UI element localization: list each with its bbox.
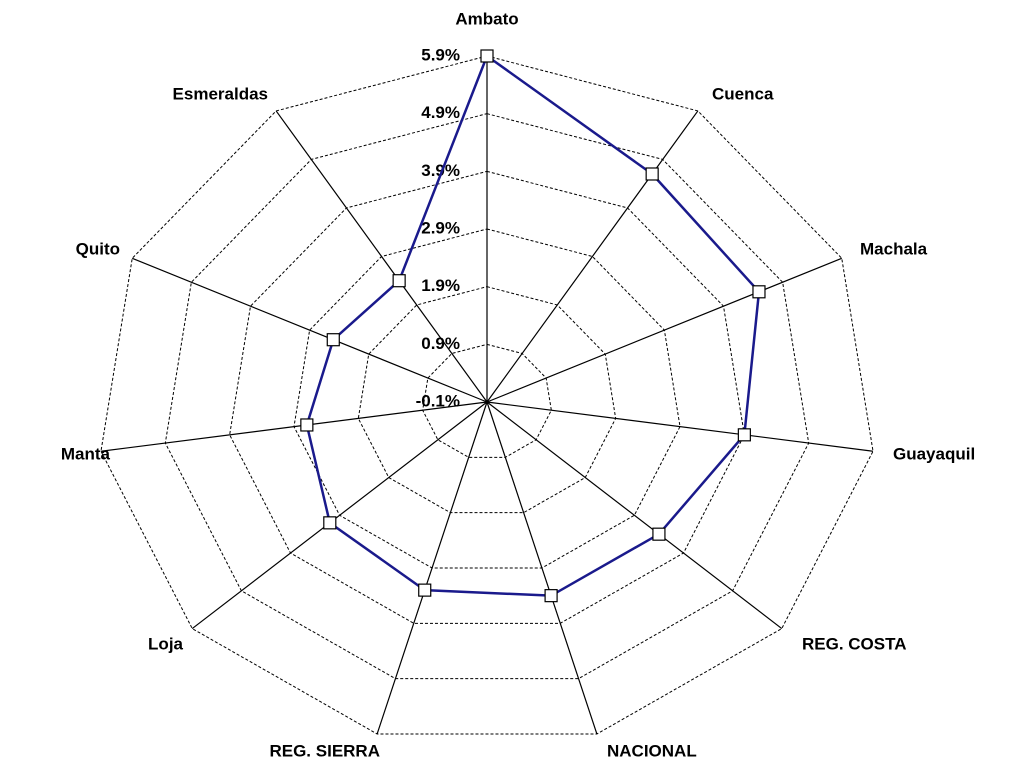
data-marker bbox=[645, 167, 659, 181]
tick-label: 1.9% bbox=[421, 276, 460, 295]
axis-line bbox=[486, 401, 874, 452]
tick-label: 3.9% bbox=[421, 161, 460, 180]
data-marker bbox=[323, 516, 337, 530]
series-line bbox=[305, 54, 761, 597]
data-marker bbox=[652, 527, 666, 541]
category-label: Guayaquil bbox=[893, 444, 975, 463]
grid-ring bbox=[164, 113, 810, 680]
category-label: Esmeraldas bbox=[173, 84, 268, 103]
axis-line bbox=[486, 401, 598, 735]
tick-label: 5.9% bbox=[421, 45, 460, 64]
category-label: Quito bbox=[76, 239, 120, 258]
grid-ring bbox=[293, 228, 681, 569]
category-label: REG. SIERRA bbox=[269, 741, 380, 760]
category-label: Ambato bbox=[455, 9, 518, 28]
grid-ring bbox=[422, 343, 552, 458]
axis-line bbox=[486, 257, 842, 403]
axis-line bbox=[275, 110, 488, 403]
grid-ring bbox=[100, 55, 874, 735]
tick-label: 0.9% bbox=[421, 334, 460, 353]
axis-line bbox=[100, 401, 488, 452]
data-marker bbox=[300, 418, 314, 432]
grid-ring bbox=[357, 286, 617, 514]
axis-line bbox=[486, 401, 783, 630]
grid-ring bbox=[229, 170, 745, 624]
data-marker bbox=[326, 333, 340, 347]
category-label: Loja bbox=[148, 634, 183, 653]
data-marker bbox=[544, 589, 558, 603]
data-marker bbox=[392, 274, 406, 288]
category-label: Cuenca bbox=[712, 84, 774, 103]
category-label: Manta bbox=[61, 444, 111, 463]
data-marker bbox=[418, 583, 432, 597]
category-label: Machala bbox=[860, 239, 928, 258]
data-marker bbox=[752, 285, 766, 299]
tick-label: -0.1% bbox=[416, 391, 460, 410]
category-label: NACIONAL bbox=[607, 741, 697, 760]
axis-line bbox=[486, 110, 699, 403]
data-marker bbox=[480, 49, 494, 63]
axis-line bbox=[191, 401, 488, 630]
data-marker bbox=[737, 428, 751, 442]
axis-line bbox=[132, 257, 488, 403]
category-label: REG. COSTA bbox=[802, 634, 907, 653]
tick-label: 2.9% bbox=[421, 218, 460, 237]
tick-label: 4.9% bbox=[421, 103, 460, 122]
axis-line bbox=[376, 401, 488, 735]
